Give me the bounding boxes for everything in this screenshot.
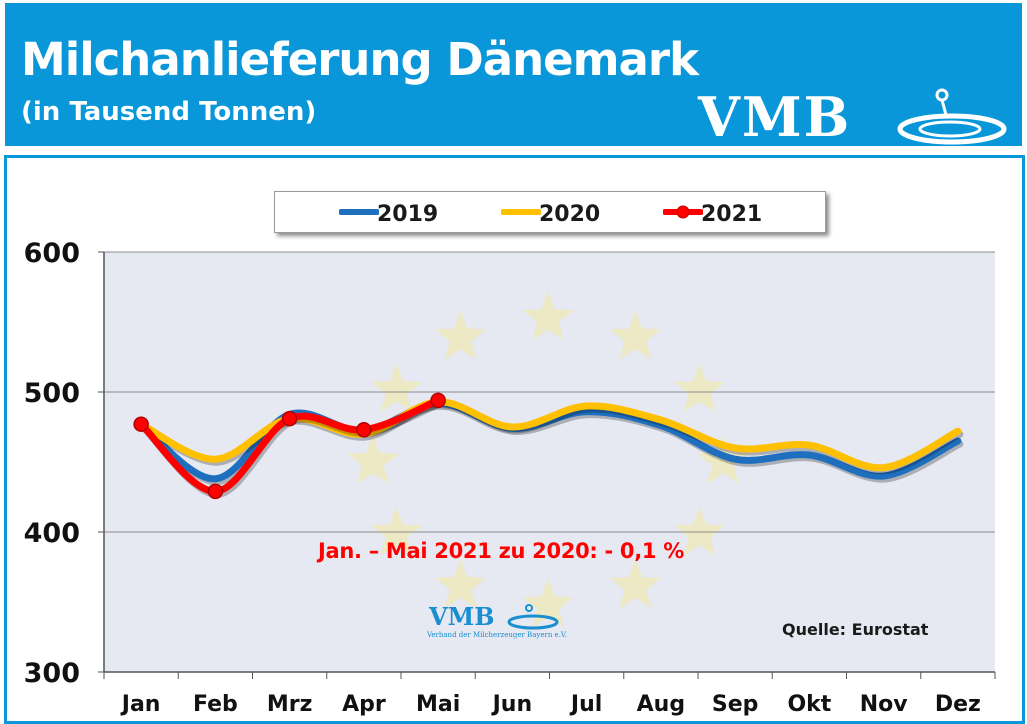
x-tick-label: Sep — [712, 692, 759, 717]
series-2021 — [133, 392, 446, 500]
chart-legend: 2019 2020 2021 — [274, 191, 826, 233]
x-tick-label: Mrz — [267, 692, 313, 717]
background-star-icon — [434, 310, 487, 360]
y-tick-label: 400 — [24, 518, 80, 549]
vmb-logo-text: VMB — [698, 85, 852, 149]
x-tick-label: Okt — [787, 692, 831, 717]
data-point-2021 — [207, 483, 224, 500]
x-tick-label: Mai — [416, 692, 460, 717]
y-tick-label: 600 — [24, 238, 80, 269]
comparison-annotation: Jan. – Mai 2021 zu 2020: - 0,1 % — [318, 539, 684, 563]
background-star-icon — [370, 363, 423, 413]
background-star-icon — [697, 435, 749, 484]
y-tick-label: 300 — [24, 658, 80, 689]
data-point-2021 — [430, 392, 446, 409]
x-tick-label: Aug — [637, 692, 685, 717]
legend-swatch-2019 — [339, 209, 379, 215]
vmb-watermark-swoosh-icon — [507, 604, 559, 630]
data-point-2021 — [356, 422, 372, 438]
vmb-watermark-logo: VMB Verband der Milcherzeuger Bayern e.V… — [425, 602, 567, 644]
legend-label-2019: 2019 — [377, 202, 439, 227]
x-tick-label: Nov — [860, 692, 909, 717]
background-star-icon — [673, 363, 726, 413]
x-tick-label: Feb — [193, 692, 238, 717]
legend-swatch-2021 — [663, 205, 703, 219]
x-tick-label: Jul — [569, 692, 602, 717]
legend-label-2021: 2021 — [701, 202, 763, 227]
background-star-icon — [522, 578, 574, 628]
background-star-icon — [347, 435, 399, 484]
chart-subtitle: (in Tausend Tonnen) — [21, 97, 317, 127]
data-point-2021 — [281, 410, 298, 427]
background-star-icon — [434, 559, 487, 609]
vmb-watermark-text: VMB — [429, 602, 495, 631]
data-point-2021 — [133, 416, 149, 432]
header-banner: Milchanlieferung Dänemark (in Tausend To… — [5, 3, 1022, 149]
x-tick-label: Dez — [935, 692, 981, 717]
background-star-icon — [609, 559, 662, 609]
chart-title: Milchanlieferung Dänemark — [21, 33, 699, 86]
y-tick-label: 500 — [24, 378, 80, 409]
source-note: Quelle: Eurostat — [782, 620, 929, 639]
x-tick-label: Jan — [120, 692, 161, 717]
background-star-icon — [370, 506, 423, 556]
background-star-icon — [522, 291, 574, 341]
vmb-logo-swoosh-icon — [897, 88, 1007, 145]
legend-swatch-2020 — [501, 209, 541, 215]
vmb-watermark-subtext: Verband der Milcherzeuger Bayern e.V. — [427, 631, 567, 639]
background-star-icon — [609, 310, 662, 360]
legend-label-2020: 2020 — [539, 202, 601, 227]
vmb-logo: VMB — [698, 85, 1008, 149]
x-tick-label: Jun — [491, 692, 533, 717]
x-tick-label: Apr — [342, 692, 386, 717]
background-star-icon — [673, 506, 726, 556]
